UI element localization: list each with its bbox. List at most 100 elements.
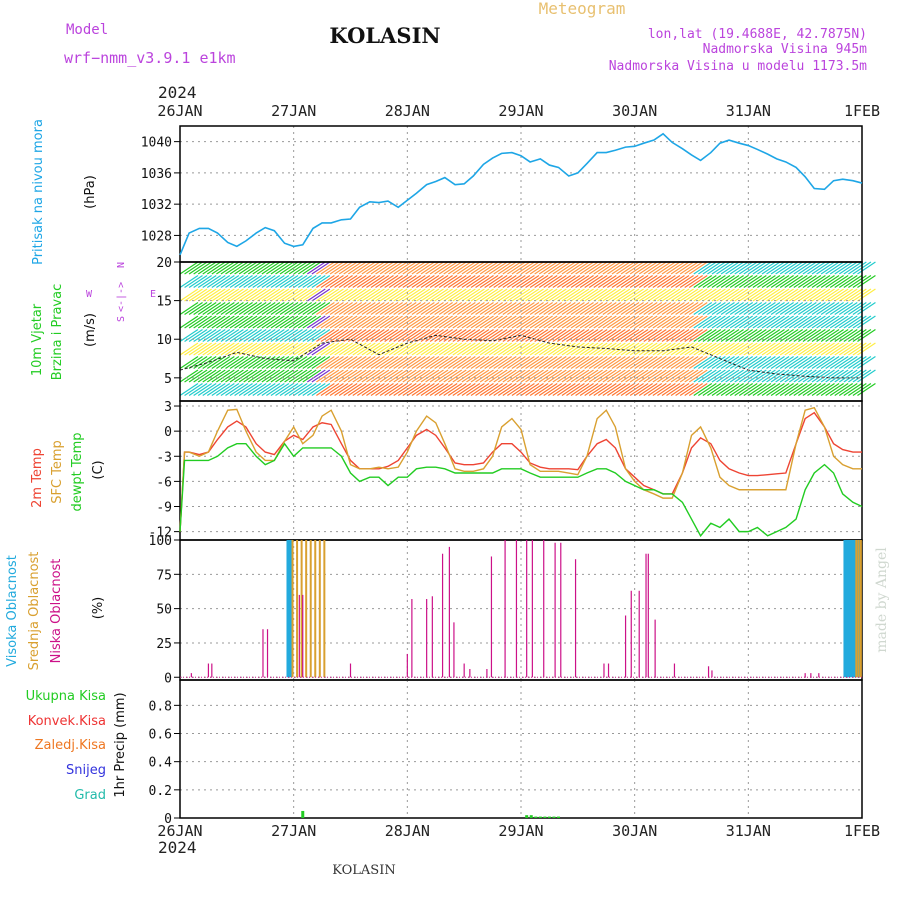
wind-barb: [452, 329, 472, 342]
wind-barb: [347, 383, 367, 396]
wind-barb: [716, 383, 735, 396]
wind-dir-e: E: [150, 289, 156, 300]
wind-barb: [416, 288, 435, 302]
pressure-ytick-label: 1040: [141, 136, 172, 151]
wind-direction-legend: N S <-|->: [116, 262, 127, 322]
wind-barb: [784, 261, 804, 275]
wind-barb: [306, 342, 326, 356]
wind-barb: [270, 369, 290, 383]
wind-barb: [629, 288, 649, 302]
wind-barb: [361, 329, 381, 342]
wind-barb: [820, 315, 840, 329]
wind-barb: [534, 383, 553, 396]
wind-barb: [384, 275, 403, 288]
wind-barb: [256, 275, 276, 288]
wind-barb: [538, 356, 558, 369]
wind-barb: [588, 302, 608, 315]
wind-barb: [511, 356, 531, 369]
wind-barb: [720, 288, 740, 302]
wind-barb: [470, 356, 490, 369]
wind-barb: [675, 356, 694, 369]
wind-barb: [748, 315, 767, 329]
wind-barb: [229, 369, 249, 383]
wind-barb: [434, 288, 453, 302]
wind-barb: [529, 315, 549, 329]
temp2m-line: [179, 411, 862, 532]
wind-barb: [825, 356, 844, 369]
wind-barb: [361, 302, 381, 315]
wind-barb: [547, 329, 567, 342]
wind-barb: [816, 342, 835, 356]
wind-barb: [843, 261, 863, 275]
wind-barb: [256, 356, 276, 369]
wind-barb: [384, 315, 403, 329]
wind-barb: [788, 342, 808, 356]
wind-barb: [557, 329, 576, 342]
wind-barb: [584, 356, 603, 369]
wind-barb: [229, 383, 249, 396]
wind-barb: [407, 315, 426, 329]
time-label-top: 31JAN: [726, 102, 771, 120]
wind-barb: [570, 288, 590, 302]
wind-barb: [243, 302, 262, 315]
wind-barb: [570, 261, 590, 275]
wind-barb: [752, 275, 772, 288]
wind-barb: [206, 275, 226, 288]
wind-barb: [370, 369, 390, 383]
wind-barb: [443, 329, 463, 342]
wind-barb: [588, 342, 608, 356]
wind-barb: [529, 261, 549, 275]
wind-barb: [566, 369, 585, 383]
wind-barb: [375, 383, 394, 396]
wind-barb: [757, 356, 776, 369]
wind-barb: [484, 302, 503, 315]
wind-barb: [252, 383, 272, 396]
wind-barb: [497, 261, 517, 275]
wind-barb: [798, 275, 817, 288]
wind-barb: [379, 329, 399, 342]
wind-barb: [684, 329, 704, 342]
wind-barb: [488, 261, 508, 275]
wind-barb: [220, 315, 240, 329]
wind-barb: [507, 369, 526, 383]
wind-barb: [229, 261, 249, 275]
wind-barb: [757, 275, 776, 288]
wind-barb: [416, 302, 435, 315]
wind-barb: [338, 302, 358, 315]
wind-barb: [329, 342, 349, 356]
wind-barb: [334, 342, 353, 356]
wind-barb: [206, 369, 226, 383]
wind-barb: [343, 369, 363, 383]
wind-barb: [438, 383, 458, 396]
wind-barb: [356, 288, 376, 302]
wind-barb: [402, 356, 422, 369]
wind-barb: [297, 356, 317, 369]
wind-barb: [466, 302, 485, 315]
wind-barb: [579, 315, 599, 329]
cloud-unit: (%): [91, 597, 106, 620]
wind-barb: [266, 356, 285, 369]
wind-barb: [757, 342, 776, 356]
wind-barb: [784, 288, 804, 302]
wind-barb: [552, 356, 572, 369]
wind-barb: [793, 342, 813, 356]
wind-barb: [725, 356, 744, 369]
wind-barb: [538, 261, 558, 275]
wind-barb: [447, 288, 467, 302]
wind-barb: [216, 383, 235, 396]
wind-barb: [206, 261, 226, 275]
wind-barb: [607, 383, 626, 396]
wind-barb: [684, 302, 704, 315]
temperature-ytick-label: -3: [156, 450, 172, 465]
wind-barb: [716, 342, 735, 356]
wind-barb: [570, 369, 590, 383]
wind-barb: [566, 356, 585, 369]
wind-barb: [288, 302, 308, 315]
wind-barb: [188, 342, 208, 356]
wind-barb: [734, 356, 754, 369]
wind-barb: [452, 356, 472, 369]
wind-barb: [343, 356, 363, 369]
wind-barb: [384, 383, 403, 396]
wind-barb: [743, 383, 763, 396]
wind-barb: [784, 369, 804, 383]
